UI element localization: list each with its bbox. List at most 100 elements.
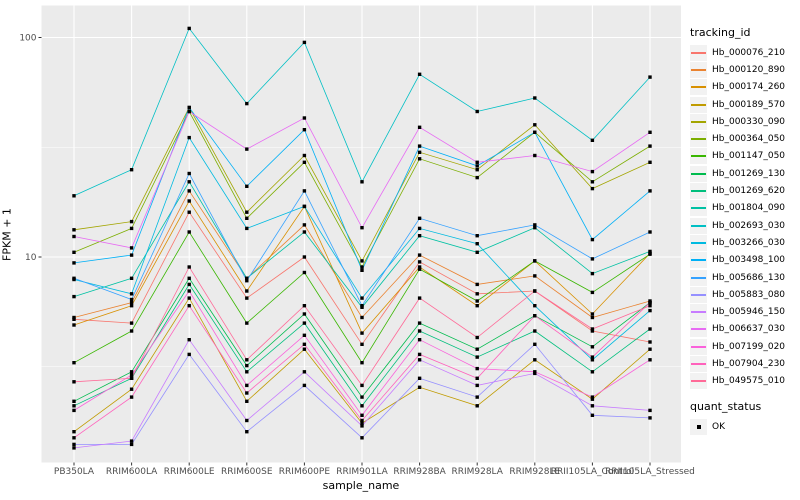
data-point-marker (417, 234, 422, 238)
legend-key (690, 113, 707, 130)
data-point-marker (360, 265, 364, 269)
data-point-marker (245, 399, 249, 403)
legend-item: Hb_000189_570 (690, 96, 800, 113)
data-point-marker (129, 321, 134, 325)
data-point-marker (417, 125, 422, 129)
data-point-marker (245, 226, 249, 231)
data-point-marker (648, 408, 652, 413)
data-point-marker (475, 234, 479, 238)
legend-item: Hb_000364_050 (690, 130, 800, 148)
legend-key (690, 44, 707, 61)
data-point-marker (475, 304, 479, 308)
legend-item: Hb_000076_210 (690, 44, 800, 61)
legend-item: Hb_006637_030 (690, 321, 800, 338)
series-color-line-icon (691, 172, 706, 175)
legend-item-list: Hb_000076_210 Hb_000120_890 Hb_000174_260 H… (690, 44, 800, 390)
data-point-marker (590, 315, 595, 320)
data-point-marker (648, 327, 652, 331)
legend-key (690, 355, 707, 372)
legend-item-label: Hb_001269_130 (712, 168, 786, 179)
data-point-marker (590, 138, 595, 142)
data-point-marker (302, 204, 307, 209)
data-point-marker (302, 342, 307, 346)
data-point-marker (187, 199, 191, 203)
legend-item-label: Hb_007199_020 (712, 341, 786, 352)
series-color-line-icon (691, 311, 706, 314)
legend-item: Hb_001147_050 (690, 148, 800, 165)
data-point-marker (360, 361, 364, 365)
data-point-marker (648, 416, 652, 420)
data-point-marker (187, 296, 191, 300)
data-point-marker (187, 352, 191, 357)
data-point-marker (129, 370, 134, 374)
legend-item: OK (690, 418, 800, 435)
x-axis-title: sample_name (322, 479, 400, 492)
series-color-line-icon (691, 190, 706, 193)
series-color-line-icon (691, 293, 706, 296)
data-point-marker (129, 292, 134, 296)
data-point-marker (245, 321, 249, 325)
series-color-line-icon (691, 328, 706, 331)
data-point-marker (72, 294, 76, 299)
data-point-marker (475, 376, 479, 380)
legend-item-label: Hb_049575_010 (712, 376, 786, 387)
data-point-marker (590, 345, 595, 349)
data-point-marker (417, 321, 422, 325)
data-point-marker (475, 404, 479, 408)
data-point-marker (417, 329, 422, 333)
data-point-marker (245, 370, 249, 374)
data-point-marker (533, 329, 537, 333)
data-point-marker (417, 265, 422, 269)
legend-item: Hb_003498_100 (690, 252, 800, 269)
data-point-marker (129, 168, 134, 172)
data-point-marker (648, 340, 652, 344)
legend-item-label: OK (712, 421, 725, 432)
data-point-marker (187, 210, 191, 214)
data-point-marker (533, 223, 537, 227)
legend-item-label: Hb_000364_050 (712, 134, 786, 145)
data-point-marker (648, 300, 652, 305)
data-point-marker (648, 144, 652, 148)
data-point-marker (360, 413, 364, 417)
data-point-marker (245, 279, 249, 283)
data-point-marker (360, 259, 364, 263)
data-point-marker (360, 296, 364, 300)
data-point-marker (475, 299, 479, 303)
data-point-marker (360, 395, 364, 399)
data-point-marker (475, 347, 479, 351)
data-point-marker (590, 395, 595, 399)
data-point-marker (187, 109, 191, 114)
data-point-marker (245, 430, 249, 434)
data-point-marker (590, 370, 595, 374)
legend-key (690, 96, 707, 113)
data-point-marker (129, 253, 134, 257)
legend-item-label: Hb_005883_080 (712, 289, 786, 300)
data-point-marker (360, 404, 364, 408)
series-color-line-icon (691, 155, 706, 158)
data-point-marker (360, 331, 364, 335)
data-point-marker (187, 26, 191, 31)
legend-item-label: Hb_000120_890 (712, 64, 786, 75)
legend-quant-status: quant_status OK (690, 400, 800, 435)
legend-item: Hb_049575_010 (690, 373, 800, 390)
data-point-marker (302, 333, 307, 337)
data-point-marker (417, 385, 422, 389)
series-color-line-icon (691, 380, 706, 383)
legend-key (690, 373, 707, 390)
legend-item-label: Hb_002693_030 (712, 220, 786, 231)
data-point-marker (245, 210, 249, 214)
series-color-line-icon (691, 103, 706, 106)
legend-item-label: Hb_007904_230 (712, 358, 786, 369)
legend-title: tracking_id (690, 26, 751, 39)
legend-item-label: Hb_005686_130 (712, 272, 786, 283)
legend-item-label: Hb_000174_260 (712, 82, 786, 93)
data-point-marker (129, 376, 134, 380)
data-point-marker (590, 327, 595, 331)
x-tick-label: RRIM600LE (164, 467, 215, 477)
data-point-marker (245, 276, 249, 280)
data-point-marker (417, 226, 422, 231)
legend-key (690, 286, 707, 303)
data-point-marker (475, 160, 479, 164)
data-point-marker (302, 270, 307, 275)
data-point-marker (648, 358, 652, 362)
